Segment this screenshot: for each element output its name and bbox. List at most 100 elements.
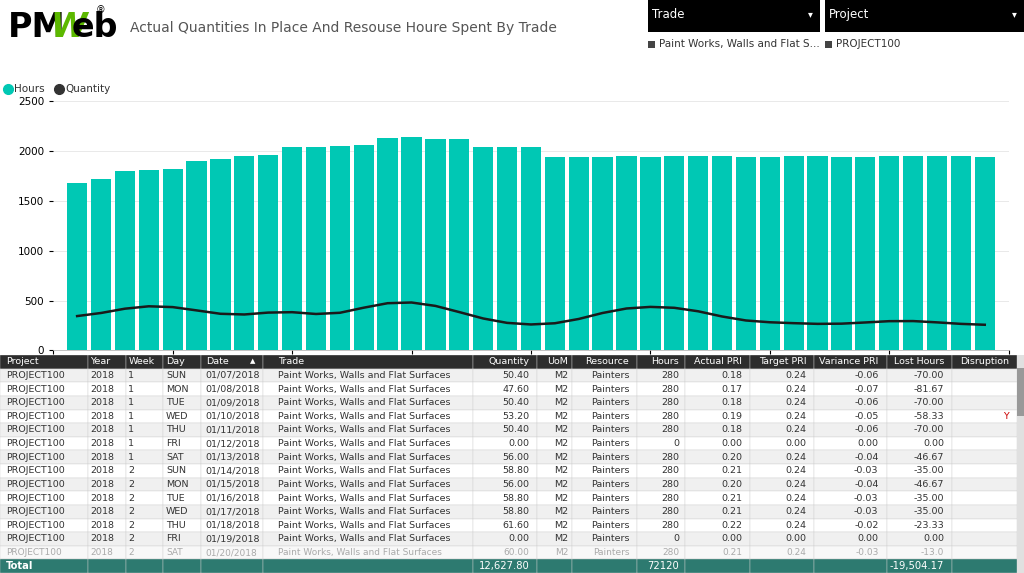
Text: Variance PRI: Variance PRI [819, 358, 879, 366]
Text: 2018: 2018 [90, 412, 115, 421]
Bar [88, 437, 126, 450]
Text: ▾: ▾ [1012, 10, 1017, 19]
Bar [750, 396, 814, 410]
Bar [750, 478, 814, 491]
Bar [637, 478, 685, 491]
Text: 2: 2 [128, 493, 134, 503]
Text: Trade: Trade [278, 358, 304, 366]
Text: -19,504.17: -19,504.17 [890, 561, 944, 571]
Bar [472, 519, 538, 532]
Bar [138, 170, 159, 351]
Text: M2: M2 [554, 535, 568, 543]
Text: 1: 1 [128, 425, 134, 434]
Text: PROJECT100: PROJECT100 [6, 384, 65, 394]
Bar [234, 156, 255, 351]
Bar [538, 532, 572, 545]
Text: Paint Works, Walls and Flat Surfaces: Paint Works, Walls and Flat Surfaces [278, 384, 451, 394]
Bar [0, 437, 88, 450]
Text: TUE: TUE [166, 493, 184, 503]
Text: M2: M2 [554, 480, 568, 489]
Text: Hours: Hours [651, 358, 679, 366]
Bar [750, 491, 814, 505]
Text: Painters: Painters [591, 439, 629, 448]
Text: Painters: Painters [591, 521, 629, 530]
Text: 2: 2 [128, 507, 134, 516]
Bar [202, 396, 263, 410]
Bar [0, 491, 88, 505]
Text: 280: 280 [662, 480, 679, 489]
Bar [637, 450, 685, 464]
Bar [538, 478, 572, 491]
Text: Trade: Trade [652, 8, 684, 21]
Text: 0.21: 0.21 [721, 466, 742, 476]
Bar [472, 559, 538, 573]
Bar [472, 437, 538, 450]
Text: -0.05: -0.05 [854, 412, 879, 421]
Text: 2: 2 [128, 480, 134, 489]
Bar [164, 410, 202, 423]
Bar [814, 450, 887, 464]
Text: 0.24: 0.24 [785, 466, 807, 476]
Text: PROJECT100: PROJECT100 [6, 425, 65, 434]
Bar [637, 491, 685, 505]
Bar [88, 505, 126, 519]
Bar [0, 505, 88, 519]
Bar [115, 171, 135, 351]
Bar [887, 491, 952, 505]
Bar [88, 478, 126, 491]
Text: 0.00: 0.00 [509, 439, 529, 448]
Text: PROJECT100: PROJECT100 [6, 466, 65, 476]
Bar [164, 450, 202, 464]
Text: 0.18: 0.18 [721, 425, 742, 434]
Text: Paint Works, Walls and Flat Surfaces: Paint Works, Walls and Flat Surfaces [278, 507, 451, 516]
Bar [202, 491, 263, 505]
Bar [263, 464, 472, 478]
Bar [712, 156, 732, 351]
Bar [88, 382, 126, 396]
Bar [263, 505, 472, 519]
Text: Painters: Painters [591, 425, 629, 434]
Bar [472, 355, 538, 368]
Bar [263, 382, 472, 396]
Bar [814, 355, 887, 368]
Text: PROJECT100: PROJECT100 [6, 480, 65, 489]
Bar [538, 559, 572, 573]
Bar [814, 423, 887, 437]
Text: M2: M2 [554, 425, 568, 434]
Bar [814, 437, 887, 450]
Text: 2018: 2018 [90, 493, 115, 503]
Bar [164, 478, 202, 491]
Bar [637, 519, 685, 532]
Text: -70.00: -70.00 [913, 371, 944, 380]
Text: Project: Project [829, 8, 869, 21]
Bar [263, 532, 472, 545]
Text: -0.03: -0.03 [854, 507, 879, 516]
Text: M2: M2 [554, 398, 568, 407]
Text: PROJECT100: PROJECT100 [6, 398, 65, 407]
Text: WED: WED [166, 412, 188, 421]
Bar [126, 423, 164, 437]
Text: 1: 1 [128, 412, 134, 421]
Text: 01/19/2018: 01/19/2018 [206, 535, 260, 543]
Bar [126, 545, 164, 559]
Bar [538, 396, 572, 410]
Text: M2: M2 [554, 453, 568, 462]
Text: Actual PRI: Actual PRI [694, 358, 742, 366]
Bar [202, 464, 263, 478]
Text: M2: M2 [554, 466, 568, 476]
Text: 0.24: 0.24 [785, 507, 807, 516]
Bar [887, 382, 952, 396]
Text: 0.21: 0.21 [722, 548, 742, 557]
Text: 2018: 2018 [90, 384, 115, 394]
Bar [814, 491, 887, 505]
Text: 0.00: 0.00 [857, 439, 879, 448]
Text: SAT: SAT [166, 548, 182, 557]
Text: -58.33: -58.33 [913, 412, 944, 421]
Text: MON: MON [166, 480, 188, 489]
Bar [814, 368, 887, 382]
Text: -35.00: -35.00 [913, 466, 944, 476]
Bar [814, 559, 887, 573]
Bar [952, 410, 1017, 423]
Bar [760, 157, 780, 351]
Bar [952, 464, 1017, 478]
